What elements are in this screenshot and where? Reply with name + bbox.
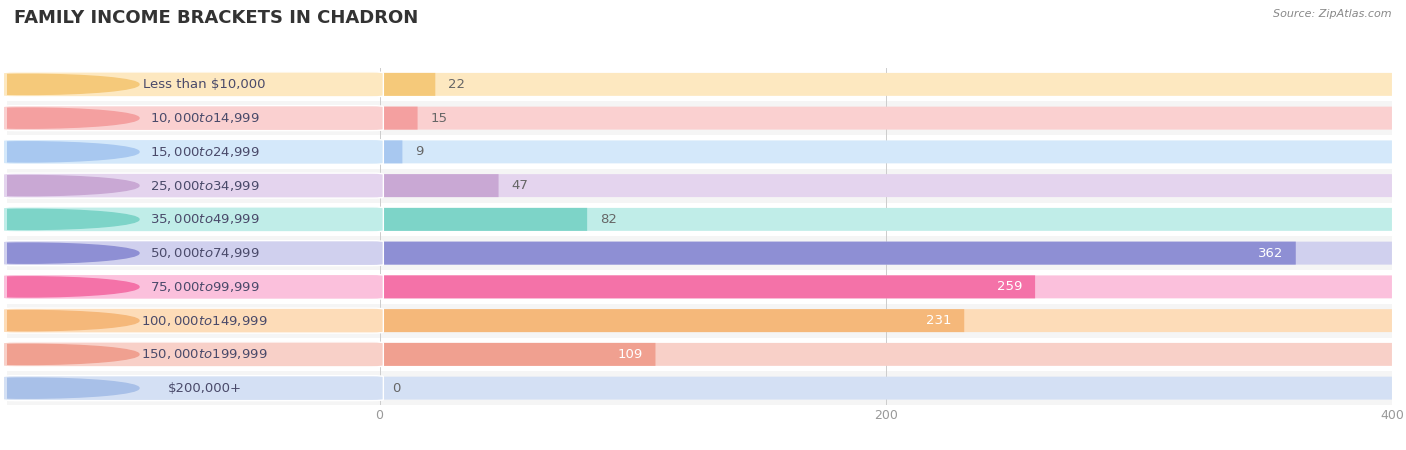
FancyBboxPatch shape	[3, 106, 384, 130]
FancyBboxPatch shape	[380, 343, 1392, 366]
Bar	[0, 202, 1406, 236]
FancyBboxPatch shape	[3, 241, 384, 266]
Text: 9: 9	[415, 145, 423, 158]
Text: Source: ZipAtlas.com: Source: ZipAtlas.com	[1274, 9, 1392, 19]
FancyBboxPatch shape	[380, 309, 1392, 332]
FancyBboxPatch shape	[380, 377, 1392, 400]
Bar	[0, 304, 1406, 338]
Circle shape	[0, 277, 139, 297]
FancyBboxPatch shape	[380, 73, 436, 96]
FancyBboxPatch shape	[3, 342, 384, 367]
Text: $100,000 to $149,999: $100,000 to $149,999	[141, 314, 267, 328]
Bar	[0, 338, 1406, 371]
Text: 0: 0	[392, 382, 401, 395]
FancyBboxPatch shape	[380, 140, 1392, 163]
Text: 259: 259	[997, 280, 1022, 293]
Circle shape	[0, 74, 139, 94]
FancyBboxPatch shape	[380, 242, 1296, 265]
FancyBboxPatch shape	[3, 173, 384, 198]
Circle shape	[0, 243, 139, 263]
Bar	[0, 270, 1406, 304]
Text: 362: 362	[1258, 247, 1284, 260]
Bar	[0, 371, 1406, 405]
FancyBboxPatch shape	[3, 376, 384, 400]
FancyBboxPatch shape	[380, 343, 655, 366]
FancyBboxPatch shape	[380, 208, 1392, 231]
Text: 231: 231	[927, 314, 952, 327]
Bar	[0, 236, 1406, 270]
Bar	[0, 371, 1406, 405]
Bar	[0, 236, 1406, 270]
Circle shape	[0, 108, 139, 128]
Text: $200,000+: $200,000+	[167, 382, 242, 395]
Text: $150,000 to $199,999: $150,000 to $199,999	[141, 347, 267, 361]
Text: 82: 82	[600, 213, 617, 226]
Text: $10,000 to $14,999: $10,000 to $14,999	[149, 111, 259, 125]
FancyBboxPatch shape	[3, 72, 384, 97]
Text: 22: 22	[449, 78, 465, 91]
Text: Less than $10,000: Less than $10,000	[143, 78, 266, 91]
FancyBboxPatch shape	[3, 140, 384, 164]
Circle shape	[0, 378, 139, 398]
Text: FAMILY INCOME BRACKETS IN CHADRON: FAMILY INCOME BRACKETS IN CHADRON	[14, 9, 419, 27]
Bar	[0, 169, 1406, 202]
FancyBboxPatch shape	[3, 207, 384, 232]
FancyBboxPatch shape	[380, 107, 1392, 130]
Text: 47: 47	[512, 179, 529, 192]
Text: 109: 109	[617, 348, 643, 361]
FancyBboxPatch shape	[380, 73, 1392, 96]
Circle shape	[0, 209, 139, 230]
FancyBboxPatch shape	[380, 275, 1035, 298]
FancyBboxPatch shape	[380, 208, 588, 231]
FancyBboxPatch shape	[380, 242, 1392, 265]
Bar	[0, 101, 1406, 135]
FancyBboxPatch shape	[380, 275, 1392, 298]
Bar	[0, 169, 1406, 202]
FancyBboxPatch shape	[380, 174, 1392, 197]
FancyBboxPatch shape	[380, 174, 499, 197]
Text: $75,000 to $99,999: $75,000 to $99,999	[149, 280, 259, 294]
Bar	[0, 68, 1406, 101]
Bar	[0, 270, 1406, 304]
Bar	[0, 202, 1406, 236]
Text: $25,000 to $34,999: $25,000 to $34,999	[149, 179, 259, 193]
Text: $50,000 to $74,999: $50,000 to $74,999	[149, 246, 259, 260]
Bar	[0, 101, 1406, 135]
Text: $15,000 to $24,999: $15,000 to $24,999	[149, 145, 259, 159]
Circle shape	[0, 142, 139, 162]
FancyBboxPatch shape	[380, 140, 402, 163]
Circle shape	[0, 176, 139, 196]
Bar	[0, 68, 1406, 101]
Bar	[0, 338, 1406, 371]
FancyBboxPatch shape	[380, 107, 418, 130]
Bar	[0, 135, 1406, 169]
Text: 15: 15	[430, 112, 447, 125]
Text: $35,000 to $49,999: $35,000 to $49,999	[149, 212, 259, 226]
Circle shape	[0, 344, 139, 364]
Bar	[0, 135, 1406, 169]
FancyBboxPatch shape	[3, 274, 384, 299]
Bar	[0, 304, 1406, 338]
FancyBboxPatch shape	[3, 308, 384, 333]
Circle shape	[0, 310, 139, 331]
FancyBboxPatch shape	[380, 309, 965, 332]
